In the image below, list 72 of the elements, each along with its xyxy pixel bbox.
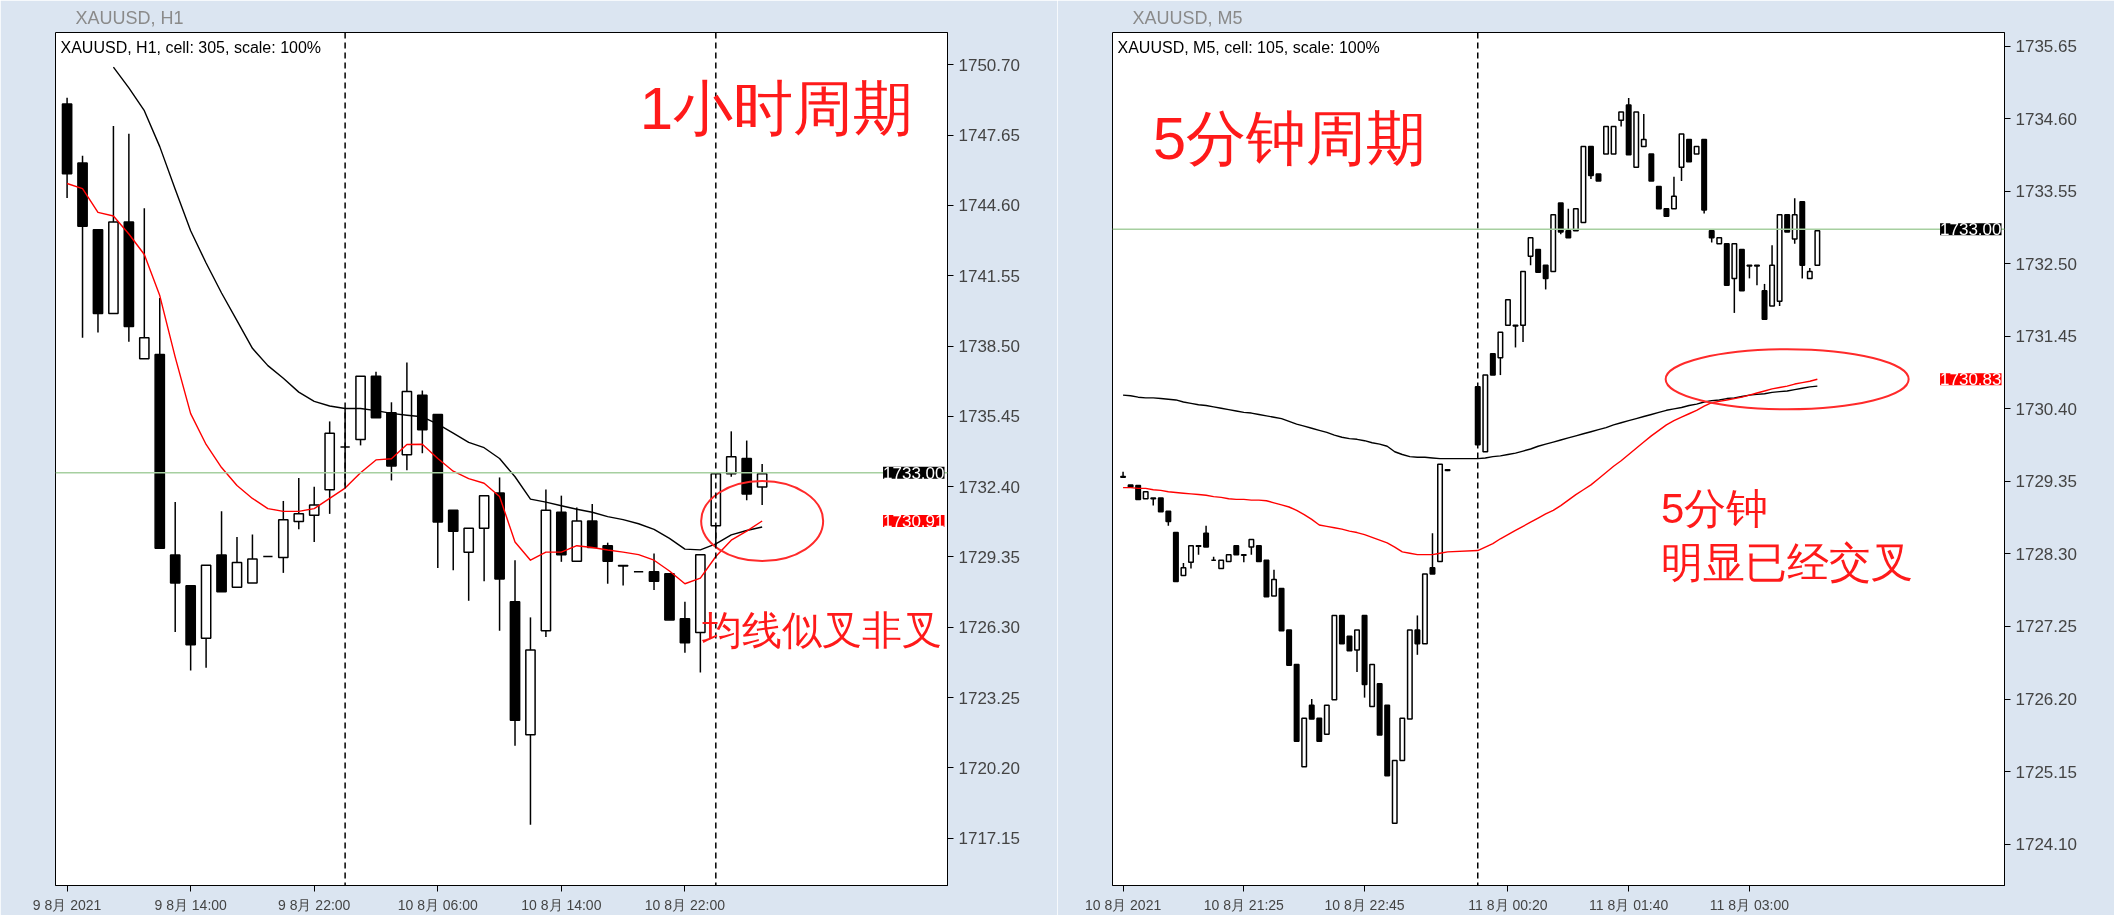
candlestick — [247, 533, 258, 584]
candlestick — [617, 564, 629, 587]
y-tick-label: 1726.30 — [958, 618, 1020, 638]
annotation: 1小时周期 — [639, 75, 914, 143]
candlestick — [308, 485, 320, 543]
y-tick-label: 1720.20 — [958, 758, 1020, 778]
y-tick-label: 1730.40 — [2015, 399, 2077, 419]
annotation: 均线似叉非叉 — [701, 608, 943, 653]
candlestick — [1353, 629, 1361, 673]
y-tick-label: 1729.35 — [2015, 472, 2077, 492]
candlestick — [1240, 553, 1247, 564]
y-tick-label: 1741.55 — [958, 266, 1020, 286]
x-tick-label: 11 8月 01:40 — [1589, 896, 1669, 913]
candlestick — [138, 207, 150, 360]
y-tick-label: 1744.60 — [958, 196, 1020, 216]
line-series — [66, 182, 763, 585]
y-tick-label: 1727.25 — [2015, 617, 2077, 637]
x-tick-label: 9 8月 2021 — [32, 896, 102, 913]
y-tick-label: 1750.70 — [958, 55, 1020, 75]
annotation: 5分钟周期 — [1152, 105, 1427, 173]
candlestick — [1429, 532, 1436, 575]
annotation: 1730.91 — [883, 512, 945, 532]
x-tick-label: 10 8月 22:45 — [1324, 896, 1405, 913]
candlestick — [1753, 264, 1760, 287]
y-tick-label: 1734.60 — [2015, 109, 2077, 129]
y-tick-label: 1732.50 — [2015, 254, 2077, 274]
y-tick-label: 1723.25 — [958, 688, 1020, 708]
candlestick — [293, 477, 305, 531]
x-tick-label: 10 8月 14:00 — [521, 896, 602, 913]
x-tick-label: 9 8月 14:00 — [154, 896, 228, 913]
x-tick-label: 10 8月 2021 — [1084, 896, 1162, 913]
chart-title: XAUUSD, M5 — [1132, 7, 1243, 28]
candlestick — [602, 541, 614, 585]
ref-line-label: 1733.00 — [883, 463, 945, 483]
annotation: 明显已经交叉 — [1661, 539, 1914, 587]
x-tick-label: 9 8月 22:00 — [278, 896, 351, 913]
y-tick-label: 1717.15 — [958, 829, 1020, 849]
x-tick-label: 10 8月 06:00 — [397, 896, 479, 913]
candlestick — [1187, 544, 1194, 570]
y-tick-label: 1731.45 — [2015, 327, 2077, 347]
y-tick-label: 1747.65 — [958, 126, 1020, 146]
ref-line-label: 1733.00 — [1940, 220, 2002, 240]
y-tick-label: 1724.10 — [2015, 835, 2077, 855]
y-tick-label: 1733.55 — [2015, 182, 2077, 202]
candlestick — [1120, 471, 1127, 479]
y-tick-label: 1738.50 — [958, 337, 1020, 357]
candlestick — [648, 552, 660, 591]
annotation: 1730.83 — [1940, 370, 2002, 390]
y-tick-label: 1729.35 — [958, 547, 1020, 567]
candlestick — [1670, 176, 1677, 210]
x-tick-label: 11 8月 03:00 — [1709, 896, 1790, 913]
y-tick-label: 1725.15 — [2015, 762, 2077, 782]
chart-subtitle: XAUUSD, H1, cell: 305, scale: 100% — [60, 38, 322, 56]
candlestick — [1270, 569, 1278, 597]
x-tick-label: 10 8月 22:00 — [644, 896, 726, 913]
candlestick — [1203, 524, 1210, 548]
y-tick-label: 1732.40 — [958, 477, 1020, 497]
x-tick-label: 10 8月 21:25 — [1203, 896, 1285, 913]
candlestick — [1640, 113, 1647, 148]
annotation: 5分钟 — [1661, 484, 1769, 532]
candlestick — [447, 509, 459, 572]
candlestick — [679, 600, 691, 654]
candlestick — [1655, 185, 1662, 210]
chart-title: XAUUSD, H1 — [75, 7, 184, 28]
candlestick — [463, 527, 475, 602]
x-tick-label: 11 8月 00:20 — [1468, 896, 1548, 913]
y-tick-label: 1735.45 — [958, 407, 1020, 427]
candlestick — [725, 430, 737, 478]
y-tick-label: 1726.20 — [2015, 690, 2077, 710]
chart-subtitle: XAUUSD, M5, cell: 105, scale: 100% — [1117, 38, 1380, 56]
y-tick-label: 1728.30 — [2015, 544, 2077, 564]
y-tick-label: 1735.65 — [2015, 37, 2077, 57]
